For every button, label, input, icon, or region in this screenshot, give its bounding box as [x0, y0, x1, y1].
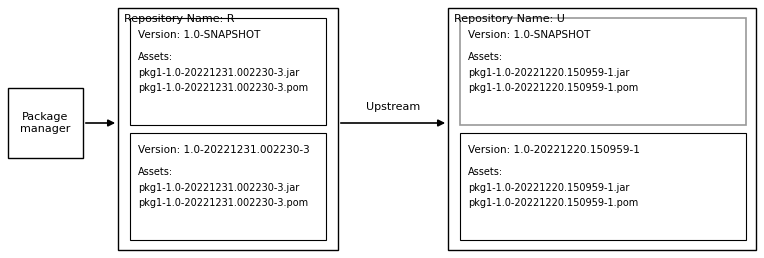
Bar — [460, 133, 746, 240]
Text: Repository Name: U: Repository Name: U — [454, 14, 565, 24]
Text: Upstream: Upstream — [366, 102, 420, 112]
Text: Assets:: Assets: — [138, 52, 173, 62]
Text: pkg1-1.0-20221220.150959-1.pom: pkg1-1.0-20221220.150959-1.pom — [468, 83, 638, 93]
Text: pkg1-1.0-20221231.002230-3.jar: pkg1-1.0-20221231.002230-3.jar — [138, 68, 299, 78]
Text: Package
manager: Package manager — [21, 112, 71, 134]
Text: pkg1-1.0-20221231.002230-3.jar: pkg1-1.0-20221231.002230-3.jar — [138, 183, 299, 193]
Bar — [448, 8, 756, 250]
Text: Version: 1.0-20221220.150959-1: Version: 1.0-20221220.150959-1 — [468, 145, 640, 155]
Text: Repository Name: R: Repository Name: R — [124, 14, 235, 24]
Text: Assets:: Assets: — [468, 52, 503, 62]
Text: Version: 1.0-SNAPSHOT: Version: 1.0-SNAPSHOT — [138, 30, 261, 40]
Text: pkg1-1.0-20221231.002230-3.pom: pkg1-1.0-20221231.002230-3.pom — [138, 198, 308, 208]
Text: Assets:: Assets: — [468, 167, 503, 177]
Text: Version: 1.0-SNAPSHOT: Version: 1.0-SNAPSHOT — [468, 30, 591, 40]
Bar — [130, 133, 326, 240]
Text: pkg1-1.0-20221220.150959-1.pom: pkg1-1.0-20221220.150959-1.pom — [468, 198, 638, 208]
Text: pkg1-1.0-20221231.002230-3.pom: pkg1-1.0-20221231.002230-3.pom — [138, 83, 308, 93]
Text: pkg1-1.0-20221220.150959-1.jar: pkg1-1.0-20221220.150959-1.jar — [468, 68, 630, 78]
Bar — [460, 18, 746, 125]
Bar — [130, 18, 326, 125]
Text: Version: 1.0-20221231.002230-3: Version: 1.0-20221231.002230-3 — [138, 145, 309, 155]
Text: Assets:: Assets: — [138, 167, 173, 177]
Text: pkg1-1.0-20221220.150959-1.jar: pkg1-1.0-20221220.150959-1.jar — [468, 183, 630, 193]
Bar — [8, 88, 83, 158]
Bar — [118, 8, 338, 250]
